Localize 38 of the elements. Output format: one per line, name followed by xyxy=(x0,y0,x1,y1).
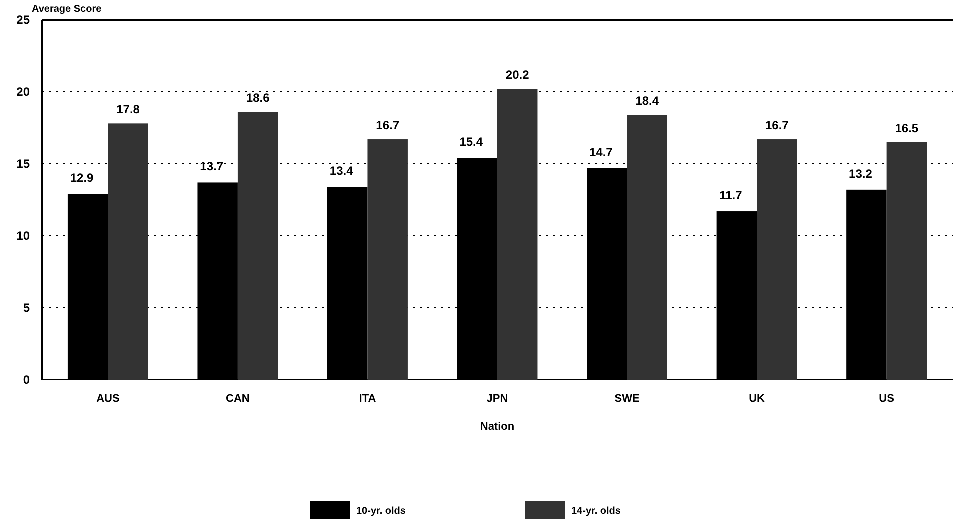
data-label: 14.7 xyxy=(589,145,614,160)
y-tick-label: 15 xyxy=(16,156,30,171)
y-tick-label: 20 xyxy=(16,84,30,99)
data-label: 13.2 xyxy=(849,166,873,181)
bar xyxy=(627,115,668,380)
x-tick-label: UK xyxy=(749,392,766,405)
data-label: 15.4 xyxy=(460,135,484,150)
data-label: 11.7 xyxy=(720,188,743,203)
legend-label: 14-yr. olds xyxy=(572,506,622,517)
data-label: 13.4 xyxy=(330,164,354,178)
data-label: 18.6 xyxy=(246,91,270,106)
bar xyxy=(886,142,928,380)
bar xyxy=(108,124,148,380)
y-axis-title: Average Score xyxy=(32,4,102,15)
bar xyxy=(498,89,538,380)
bar xyxy=(238,112,278,380)
data-label: 20.2 xyxy=(506,68,530,82)
x-tick-label: AUS xyxy=(96,392,120,405)
data-label: 17.8 xyxy=(116,102,140,117)
x-tick-label: JPN xyxy=(486,392,508,405)
y-tick-label: 5 xyxy=(23,300,30,315)
bar xyxy=(757,140,798,380)
x-tick-label: ITA xyxy=(359,392,376,405)
data-label: 13.7 xyxy=(200,160,224,174)
data-label: 12.9 xyxy=(70,171,94,186)
x-tick-label: CAN xyxy=(226,392,250,405)
x-tick-label: US xyxy=(879,392,894,405)
bar xyxy=(368,140,408,380)
data-label: 16.5 xyxy=(895,121,919,136)
data-label: 18.4 xyxy=(636,94,660,108)
y-tick-label: 10 xyxy=(16,228,30,243)
y-tick-label: 25 xyxy=(16,12,30,27)
y-tick-label: 0 xyxy=(23,372,30,387)
x-tick-label: SWE xyxy=(614,392,640,405)
x-axis-title: Nation xyxy=(480,421,515,433)
data-label: 16.7 xyxy=(376,118,400,133)
data-label: 16.7 xyxy=(765,118,790,133)
legend-label: 10-yr. olds xyxy=(356,506,406,517)
